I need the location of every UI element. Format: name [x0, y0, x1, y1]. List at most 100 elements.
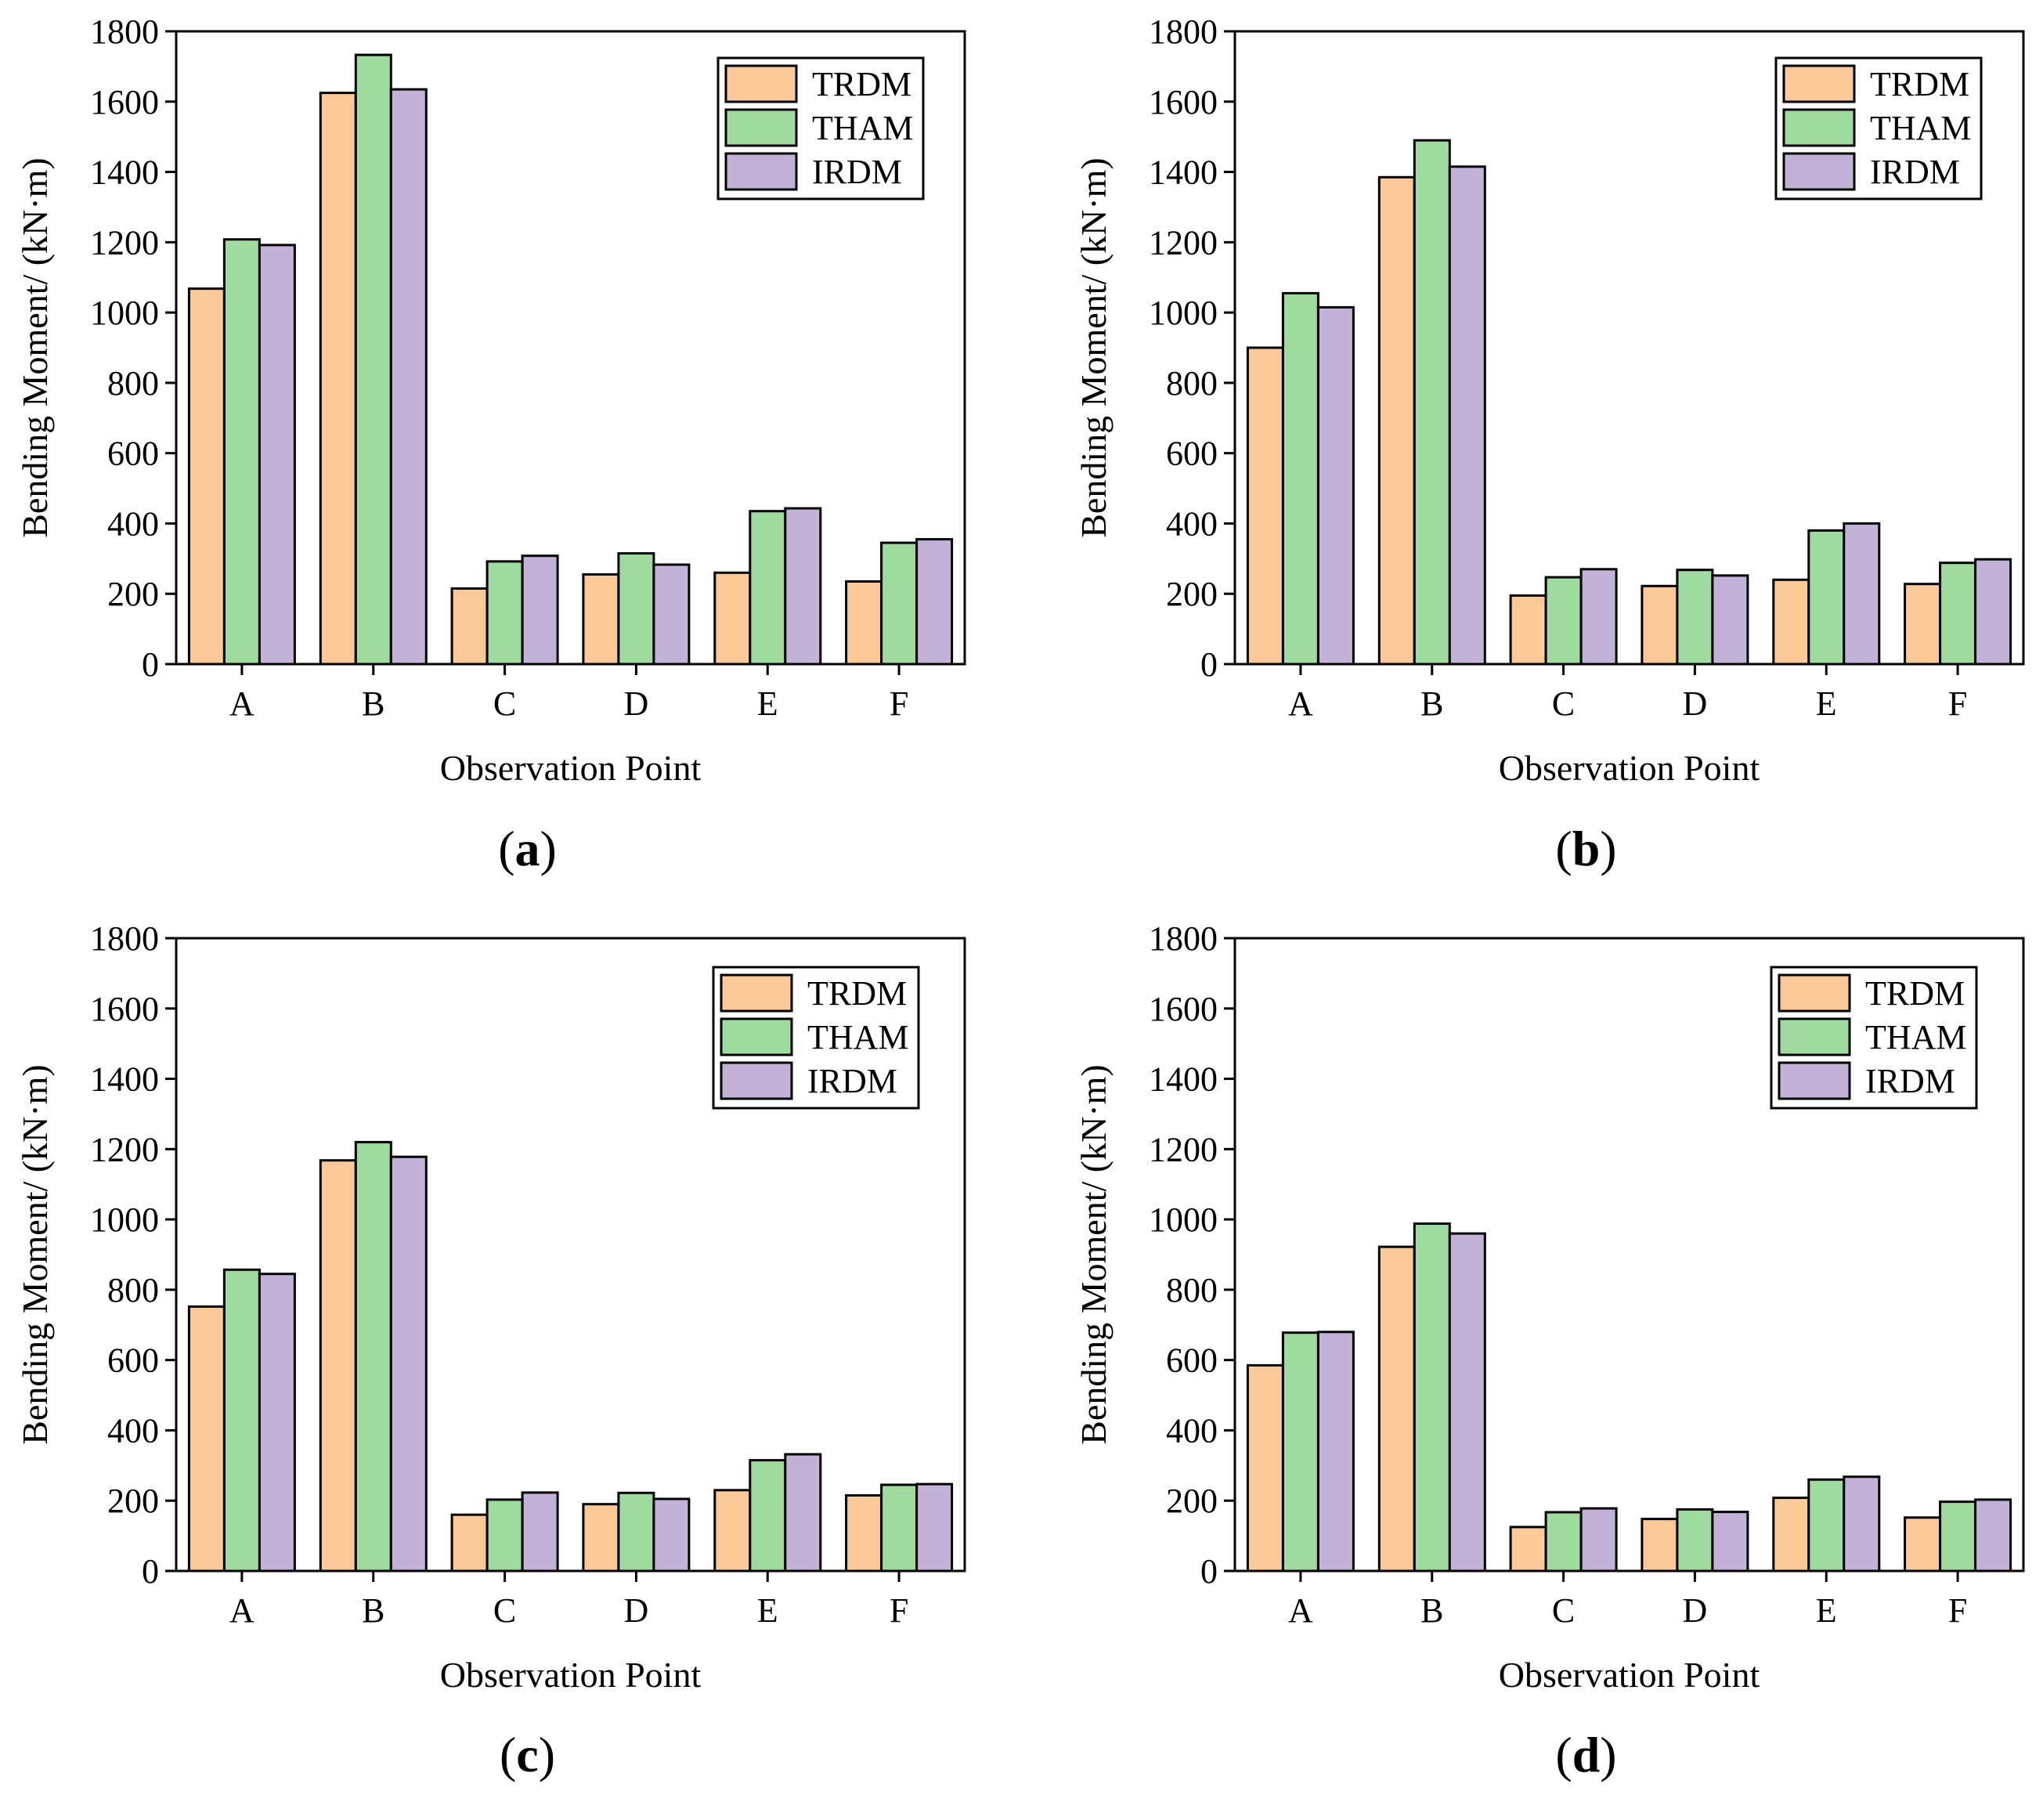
- legend-swatch-tham: [720, 1017, 793, 1056]
- bar-tham-c: [1544, 576, 1583, 666]
- x-tick-label: B: [362, 1591, 384, 1630]
- x-tick-label: A: [229, 1591, 254, 1630]
- y-tick-label: 800: [1166, 1271, 1218, 1309]
- legend-label-tham: THAM: [812, 109, 914, 147]
- bar-irdm-c: [521, 554, 559, 666]
- bar-irdm-d: [1711, 574, 1749, 666]
- y-tick-label: 1400: [90, 1060, 159, 1099]
- bar-trdm-f: [1904, 1516, 1942, 1573]
- legend: TRDM THAM IRDM: [716, 56, 925, 200]
- y-tick-label: 200: [1166, 575, 1218, 613]
- bar-tham-c: [1544, 1511, 1583, 1573]
- legend-label-trdm: TRDM: [1870, 65, 1969, 103]
- x-tick-label: B: [362, 684, 384, 723]
- bar-irdm-a: [258, 244, 296, 666]
- chart-panel-a: 0 200 400 600 800 1000 1200 1400 1600 1800 A B C D E F O…: [15, 13, 966, 876]
- bar-irdm-d: [652, 563, 691, 666]
- y-tick-label: 200: [107, 575, 159, 613]
- y-tick-label: 1000: [90, 1201, 159, 1239]
- bar-trdm-d: [1641, 1518, 1679, 1573]
- x-tick-label: A: [1288, 1591, 1313, 1630]
- bar-trdm-e: [713, 1489, 752, 1573]
- legend-swatch-irdm: [1778, 1061, 1851, 1100]
- y-tick-label: 800: [107, 364, 159, 403]
- bar-tham-f: [880, 541, 919, 666]
- y-tick-label: 0: [142, 645, 159, 684]
- bar-irdm-e: [1843, 1475, 1881, 1573]
- bar-irdm-f: [915, 538, 954, 666]
- panel-label: (d): [1555, 1727, 1616, 1782]
- x-tick-label: E: [1816, 1591, 1837, 1630]
- y-tick-label: 200: [1166, 1482, 1218, 1520]
- y-tick-label: 1200: [1149, 223, 1218, 262]
- bar-irdm-b: [389, 1155, 428, 1573]
- bar-tham-a: [1281, 1331, 1319, 1573]
- bar-trdm-a: [187, 1305, 226, 1573]
- bar-tham-c: [485, 560, 524, 666]
- y-tick-label: 1800: [90, 919, 159, 958]
- legend-label-trdm: TRDM: [812, 65, 911, 103]
- legend-label-tham: THAM: [1870, 109, 1972, 147]
- bar-irdm-b: [1448, 1232, 1486, 1573]
- legend: TRDM THAM IRDM: [1770, 966, 1978, 1110]
- legend-swatch-irdm: [724, 152, 798, 191]
- bar-trdm-e: [1772, 1497, 1810, 1573]
- y-tick-label: 1600: [90, 83, 159, 121]
- legend-label-tham: THAM: [807, 1018, 909, 1056]
- y-tick-label: 600: [1166, 435, 1218, 473]
- y-tick-label: 400: [1166, 504, 1218, 543]
- bar-irdm-d: [652, 1497, 691, 1573]
- y-axis-title: Bending Moment/ (kN·m): [15, 157, 55, 538]
- y-tick-label: 1200: [90, 1130, 159, 1168]
- bar-trdm-b: [1377, 175, 1416, 666]
- bar-irdm-b: [389, 88, 428, 666]
- legend-label-irdm: IRDM: [807, 1062, 897, 1100]
- bar-irdm-d: [1711, 1511, 1749, 1573]
- y-tick-label: 600: [107, 435, 159, 473]
- bar-tham-e: [1807, 1478, 1846, 1573]
- bar-irdm-f: [915, 1482, 954, 1573]
- bar-trdm-f: [845, 580, 883, 666]
- bar-tham-d: [617, 552, 655, 666]
- y-axis-title: Bending Moment/ (kN·m): [1074, 1064, 1114, 1445]
- plot-frame: [1233, 937, 2025, 1573]
- bar-trdm-a: [1246, 1363, 1284, 1573]
- bar-tham-f: [1939, 1500, 1977, 1573]
- y-tick-label: 600: [107, 1342, 159, 1380]
- bar-trdm-d: [1641, 584, 1679, 666]
- bar-tham-c: [485, 1498, 524, 1573]
- bar-trdm-a: [187, 287, 226, 666]
- bar-irdm-b: [1448, 165, 1486, 666]
- legend-label-trdm: TRDM: [1865, 974, 1965, 1013]
- plot-frame: [175, 937, 966, 1573]
- y-tick-label: 0: [1200, 1552, 1218, 1591]
- x-tick-label: B: [1420, 1591, 1443, 1630]
- x-tick-label: E: [757, 684, 778, 723]
- y-tick-label: 1600: [90, 990, 159, 1028]
- bar-tham-d: [1676, 569, 1714, 666]
- x-tick-label: B: [1420, 684, 1443, 723]
- y-tick-label: 800: [1166, 364, 1218, 403]
- y-tick-label: 1800: [1149, 919, 1218, 958]
- chart-panel-b: 0 200 400 600 800 1000 1200 1400 1600 1800 A B C D E F O…: [1074, 13, 2025, 876]
- bar-trdm-b: [319, 1159, 357, 1573]
- bar-tham-e: [1807, 529, 1846, 666]
- x-axis-title: Observation Point: [440, 1655, 702, 1695]
- x-tick-label: A: [229, 684, 254, 723]
- bar-irdm-a: [1316, 305, 1355, 666]
- y-tick-label: 1200: [1149, 1130, 1218, 1168]
- x-axis-title: Observation Point: [1499, 748, 1760, 788]
- y-tick-label: 1600: [1149, 990, 1218, 1028]
- bar-tham-d: [1676, 1508, 1714, 1573]
- bar-trdm-f: [1904, 583, 1942, 666]
- y-tick-label: 400: [1166, 1411, 1218, 1450]
- bar-trdm-e: [1772, 578, 1810, 666]
- bar-irdm-a: [1316, 1331, 1355, 1573]
- x-tick-label: F: [1948, 1591, 1967, 1630]
- x-tick-label: F: [1948, 684, 1967, 723]
- bar-trdm-d: [582, 1503, 620, 1573]
- y-tick-label: 400: [107, 1411, 159, 1450]
- x-tick-label: C: [1552, 1591, 1575, 1630]
- bar-tham-b: [1413, 139, 1451, 666]
- y-tick-label: 1800: [90, 13, 159, 51]
